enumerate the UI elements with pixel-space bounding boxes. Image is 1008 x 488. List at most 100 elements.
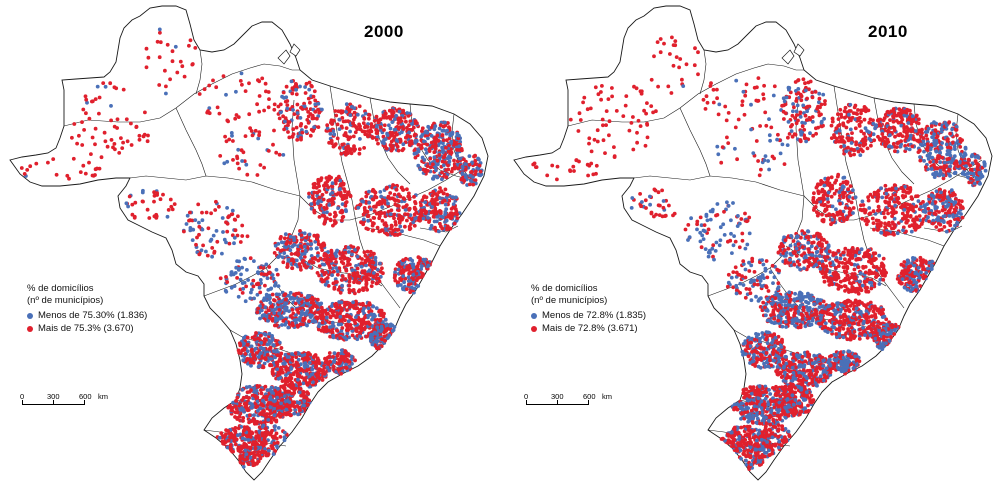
municipality-dot-more xyxy=(141,134,146,139)
municipality-dot-more xyxy=(612,155,617,160)
municipality-dot-more xyxy=(387,136,391,140)
municipality-dot-more xyxy=(415,264,420,268)
municipality-dot-more xyxy=(315,190,320,195)
municipality-dot-more xyxy=(407,207,411,212)
municipality-dot-less xyxy=(263,332,268,337)
municipality-dot-less xyxy=(355,112,360,117)
municipality-dot-more xyxy=(215,105,220,110)
municipality-dot-less xyxy=(378,261,382,266)
municipality-dot-more xyxy=(299,267,303,272)
municipality-dot-more xyxy=(331,355,335,359)
municipality-dot-less xyxy=(268,301,273,305)
municipality-dot-more xyxy=(145,207,150,212)
municipality-dot-less xyxy=(374,306,379,311)
municipality-dot-more xyxy=(776,132,780,137)
municipality-dot-more xyxy=(343,119,348,124)
municipality-dot-more xyxy=(585,107,590,112)
blue-dot-icon xyxy=(27,313,33,319)
municipality-dot-more xyxy=(290,321,295,326)
municipality-dot-more xyxy=(307,319,311,323)
municipality-dot-more xyxy=(317,195,322,200)
municipality-dot-more xyxy=(398,194,403,199)
municipality-dot-more xyxy=(154,214,159,219)
municipality-dot-more xyxy=(666,84,671,89)
municipality-dot-less xyxy=(344,102,349,107)
municipality-dot-more xyxy=(278,358,283,363)
municipality-dot-more xyxy=(206,226,211,231)
municipality-dot-more xyxy=(221,74,226,78)
municipality-dot-more xyxy=(267,265,272,269)
municipality-dot-more xyxy=(259,391,264,396)
municipality-dot-more xyxy=(425,142,429,147)
municipality-dot-more xyxy=(224,220,228,225)
municipality-dot-more xyxy=(572,169,576,173)
municipality-dot-less xyxy=(261,346,266,351)
municipality-dot-more xyxy=(237,341,242,346)
municipality-dot-more xyxy=(711,87,716,92)
municipality-dot-less xyxy=(412,217,417,221)
municipality-dot-less xyxy=(276,242,281,246)
municipality-dot-less xyxy=(288,234,293,239)
municipality-dot-more xyxy=(330,200,335,205)
municipality-dot-more xyxy=(366,112,371,117)
municipality-dot-more xyxy=(752,85,757,90)
municipality-dot-more xyxy=(651,110,655,115)
municipality-dot-more xyxy=(378,125,383,130)
municipality-dot-less xyxy=(330,191,335,195)
municipality-dot-less xyxy=(455,150,459,155)
municipality-dot-more xyxy=(332,309,336,314)
municipality-dot-more xyxy=(307,259,312,264)
municipality-dot-more xyxy=(310,256,315,261)
municipality-dot-less xyxy=(325,210,329,215)
municipality-dot-less xyxy=(749,102,753,107)
municipality-dot-more xyxy=(437,153,442,157)
municipality-dot-more xyxy=(253,128,258,133)
municipality-dot-less xyxy=(344,337,349,342)
municipality-dot-less xyxy=(716,152,721,157)
municipality-dot-more xyxy=(404,135,408,140)
municipality-dot-more xyxy=(407,197,412,202)
municipality-dot-less xyxy=(429,134,434,138)
municipality-dot-more xyxy=(344,366,349,370)
municipality-dot-more xyxy=(137,133,142,138)
municipality-dot-more xyxy=(343,277,348,281)
municipality-dot-more xyxy=(325,216,329,221)
municipality-dot-more xyxy=(408,290,413,295)
municipality-dot-more xyxy=(340,326,345,330)
municipality-dot-more xyxy=(409,217,414,222)
municipality-dot-more xyxy=(670,35,674,40)
municipality-dot-more xyxy=(378,269,383,274)
municipality-dot-more xyxy=(327,140,331,145)
municipality-dot-less xyxy=(283,301,288,305)
municipality-dot-less xyxy=(248,296,253,301)
municipality-dot-more xyxy=(336,367,341,371)
municipality-dot-less xyxy=(103,84,108,89)
municipality-dot-more xyxy=(375,202,380,207)
municipality-dot-less xyxy=(244,452,249,456)
municipality-dot-less xyxy=(378,190,383,194)
municipality-dot-more xyxy=(275,440,280,445)
municipality-dot-less xyxy=(236,433,240,438)
municipality-dot-more xyxy=(264,430,269,434)
municipality-dot-more xyxy=(336,272,340,277)
municipality-dot-less xyxy=(315,246,319,251)
municipality-dot-more xyxy=(197,232,201,237)
municipality-dot-more xyxy=(102,130,107,135)
municipality-dot-less xyxy=(766,159,770,163)
municipality-dot-more xyxy=(321,197,326,202)
municipality-dot-more xyxy=(316,179,321,184)
municipality-dot-more xyxy=(340,142,345,147)
municipality-dot-more xyxy=(229,405,234,410)
municipality-dot-less xyxy=(124,201,129,206)
municipality-dot-less xyxy=(109,104,113,108)
municipality-dot-less xyxy=(327,203,332,207)
municipality-dot-less xyxy=(387,123,391,128)
municipality-dot-more xyxy=(631,147,636,152)
municipality-dot-more xyxy=(243,457,247,462)
municipality-dot-less xyxy=(269,357,273,361)
municipality-dot-less xyxy=(356,205,361,210)
municipality-dot-less xyxy=(291,108,295,112)
municipality-dot-more xyxy=(582,95,587,100)
municipality-dot-less xyxy=(173,44,178,49)
municipality-dot-more xyxy=(233,116,238,121)
